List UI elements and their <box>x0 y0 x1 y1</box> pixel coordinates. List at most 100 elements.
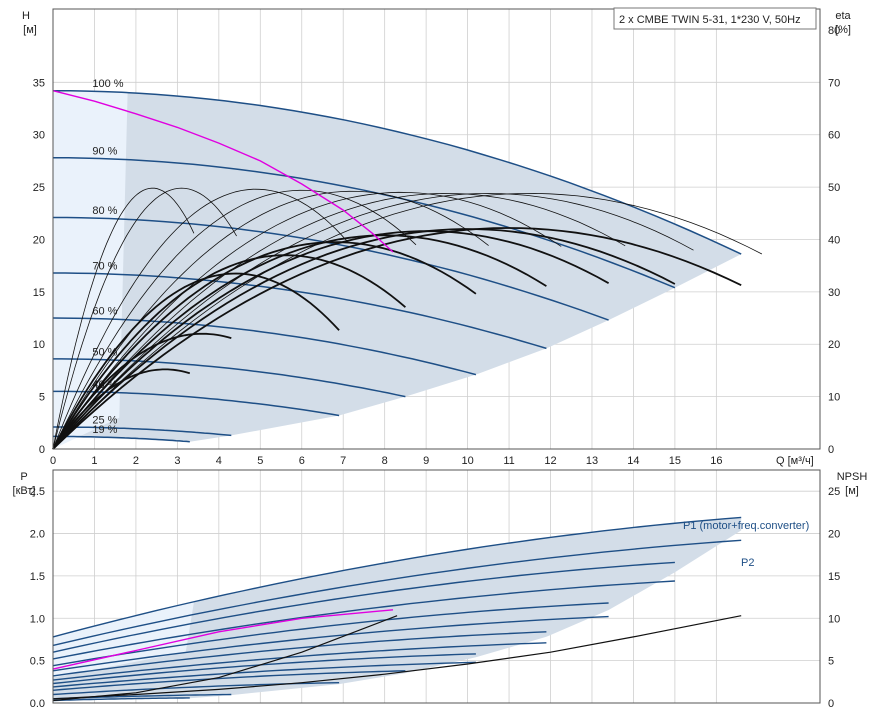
flow-tick-label: 1 <box>91 455 97 467</box>
power-tick-label: 2.5 <box>30 486 45 498</box>
speed-curve <box>53 216 609 321</box>
p1-curve <box>52 670 406 691</box>
speed-curve-label: 25 % <box>92 414 117 426</box>
head-axes: 0 1 2 3 4 5 6 7 8 9 10 11 12 13 14 15 160510152025303501… <box>33 8 840 467</box>
flow-tick-label: 12 <box>544 455 556 467</box>
operating-power-curve <box>52 609 394 670</box>
power-tick-label: 1.5 <box>30 571 45 583</box>
p1-curve <box>52 516 742 638</box>
flow-tick-label: 3 <box>174 455 180 467</box>
p2-curve <box>52 539 742 647</box>
speed-curve-label: 80 % <box>92 205 117 217</box>
flow-tick-label: 14 <box>627 455 639 467</box>
flow-tick-label: 13 <box>586 455 598 467</box>
efficiency-curve <box>52 191 562 450</box>
npsh-rise-curve <box>52 615 398 702</box>
power-tick-label: 0.5 <box>30 656 45 668</box>
flow-tick-label: 2 <box>133 455 139 467</box>
efficiency-curve <box>52 188 348 450</box>
npsh-tick-label: 10 <box>828 613 840 625</box>
power-axes: 0.0 0.5 1.0 1.5 2.0 2.5 0 5 10 15 20 25 <box>30 469 840 710</box>
power-axis-title-line2: [кВт] <box>13 485 36 497</box>
efficiency-curve <box>52 189 417 450</box>
p1-label: P1 (motor+freq.converter) <box>683 520 809 532</box>
power-tick-label: 2.0 <box>30 529 45 541</box>
eta-tick-label: 0 <box>828 444 834 456</box>
speed-curve <box>53 426 232 437</box>
flow-tick-label: 4 <box>216 455 222 467</box>
eta-tick-label: 50 <box>828 182 840 194</box>
flow-tick-label: 9 <box>423 455 429 467</box>
efficiency-curve <box>52 228 676 450</box>
power-plot-frame <box>52 469 821 704</box>
npsh-tick-label: 15 <box>828 571 840 583</box>
head-tick-label: 0 <box>39 444 45 456</box>
head-tick-label: 20 <box>33 234 45 246</box>
speed-curve-label: 90 % <box>92 145 117 157</box>
p1-curve <box>52 653 476 685</box>
npsh-tick-label: 20 <box>828 529 840 541</box>
p2-label: P2 <box>741 557 754 569</box>
head-axis-title-line2: [м] <box>23 24 37 36</box>
eta-axis-title-line1: eta <box>835 10 851 22</box>
efficiency-curve <box>52 241 477 450</box>
npsh-tick-label: 25 <box>828 486 840 498</box>
flow-tick-label: 16 <box>710 455 722 467</box>
speed-curve <box>53 358 406 398</box>
power-axis-title-line1: P <box>20 471 27 483</box>
speed-curve <box>53 272 547 350</box>
eta-tick-label: 80 <box>828 25 840 37</box>
p2-curve <box>52 661 476 688</box>
head-tick-label: 30 <box>33 130 45 142</box>
operating-curve <box>52 90 394 253</box>
power-curves <box>52 516 742 702</box>
flow-tick-label: 8 <box>382 455 388 467</box>
eta-tick-label: 40 <box>828 234 840 246</box>
head-axis-title-line1: H <box>22 10 30 22</box>
eta-tick-label: 20 <box>828 339 840 351</box>
flow-tick-label: 10 <box>461 455 473 467</box>
head-speed-curves: 100 %90 %80 %70 %60 %50 %40 %25 %19 % <box>52 78 742 443</box>
p1-curve <box>52 561 675 653</box>
speed-curve <box>53 157 676 289</box>
efficiency-curves <box>52 187 763 450</box>
efficiency-curve <box>52 230 610 450</box>
npsh-tick-label: 5 <box>828 656 834 668</box>
npsh-axis-title-line1: NPSH <box>837 471 868 483</box>
title-box: 2 x CMBE TWIN 5-31, 1*230 V, 50Hz <box>613 7 817 30</box>
head-tick-label: 15 <box>33 287 45 299</box>
eta-tick-label: 60 <box>828 130 840 142</box>
eta-tick-label: 30 <box>828 287 840 299</box>
npsh-tick-label: 0 <box>828 698 834 710</box>
npsh-curve <box>52 615 742 700</box>
head-tick-label: 10 <box>33 339 45 351</box>
eta-tick-label: 10 <box>828 392 840 404</box>
flow-tick-label: 0 <box>50 455 56 467</box>
flow-tick-label: 15 <box>669 455 681 467</box>
flow-tick-label: 7 <box>340 455 346 467</box>
head-envelope-area <box>53 90 742 443</box>
power-tick-label: 1.0 <box>30 613 45 625</box>
efficiency-curve <box>52 190 489 450</box>
operating-curve-line <box>52 90 394 253</box>
power-envelope-light-area <box>53 601 194 678</box>
p1-curve <box>52 697 190 702</box>
power-tick-label: 0.0 <box>30 698 45 710</box>
npsh-axis-title-line2: [м] <box>845 485 859 497</box>
head-tick-label: 5 <box>39 392 45 404</box>
flow-tick-label: 11 <box>503 455 514 467</box>
speed-curve-label: 60 % <box>92 306 117 318</box>
head-tick-label: 25 <box>33 182 45 194</box>
eta-axis-title-line2: [%] <box>835 24 851 36</box>
p1-curve <box>52 631 547 677</box>
speed-curve-label: 100 % <box>92 78 123 90</box>
speed-curve-label: 19 % <box>92 424 117 436</box>
flow-axis-title: Q [м³/ч] <box>776 455 814 467</box>
efficiency-curve <box>52 192 763 450</box>
p2-curve <box>52 642 547 681</box>
efficiency-curve <box>52 187 195 450</box>
efficiency-curve <box>52 187 237 450</box>
chart-title: 2 x CMBE TWIN 5-31, 1*230 V, 50Hz <box>619 14 801 26</box>
